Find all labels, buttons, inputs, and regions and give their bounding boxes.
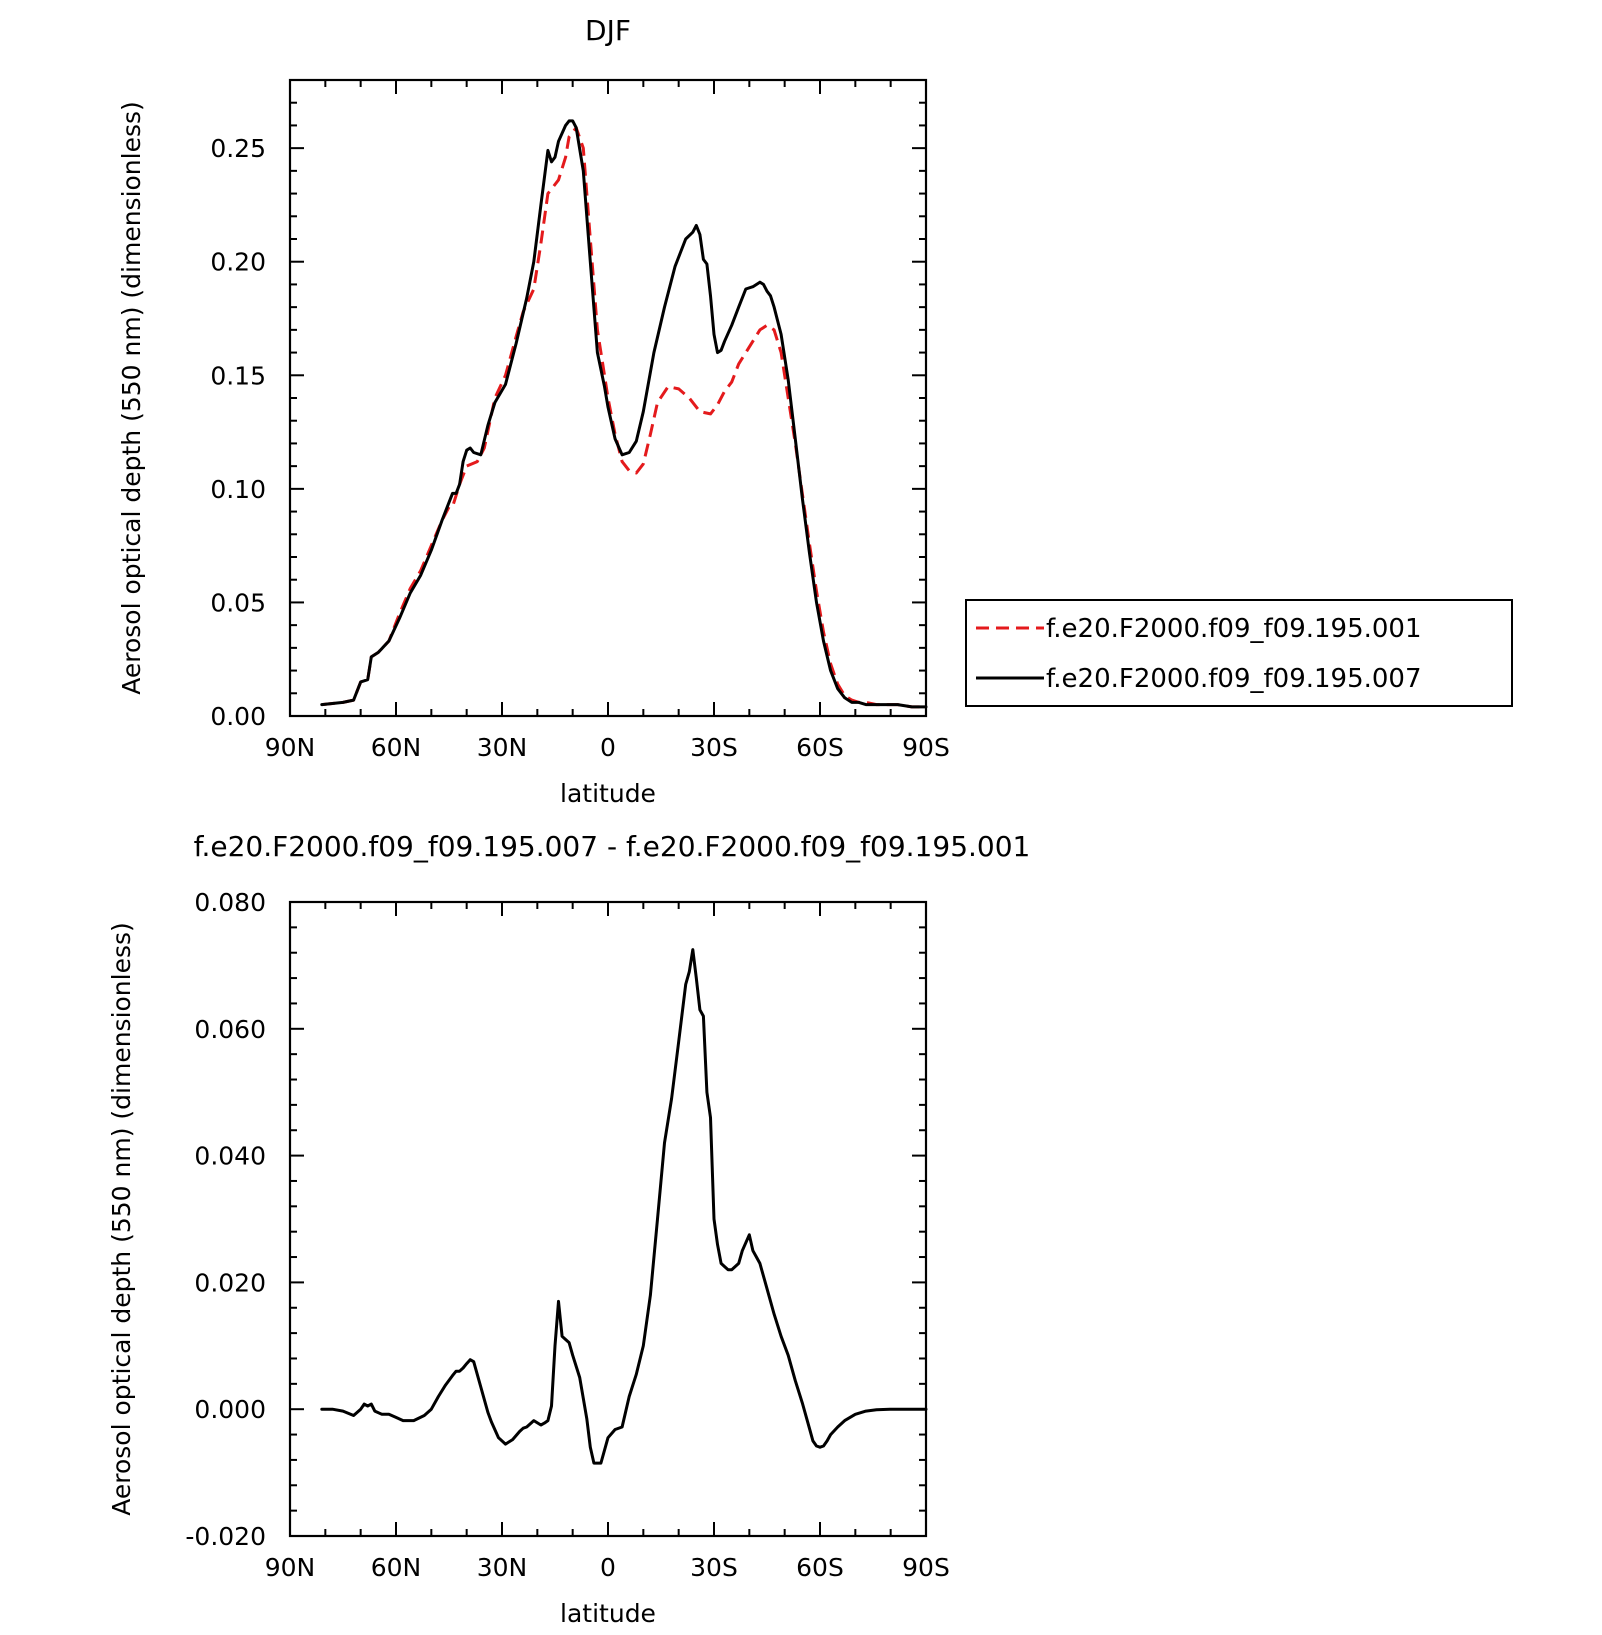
y-tick-label: 0.15	[210, 361, 266, 390]
x-tick-label: 60N	[371, 1553, 422, 1582]
x-tick-label: 30S	[690, 733, 738, 762]
legend-label-2: f.e20.F2000.f09_f09.195.007	[1046, 664, 1422, 694]
chart-title: DJF	[585, 14, 631, 47]
plot-frame	[288, 78, 928, 718]
x-tick-label: 60N	[371, 733, 422, 762]
y-tick-label: 0.020	[194, 1268, 266, 1297]
x-tick-label: 60S	[796, 1553, 844, 1582]
y-tick-label: 0.10	[210, 475, 266, 504]
legend-label-1: f.e20.F2000.f09_f09.195.001	[1046, 614, 1422, 644]
y-tick-label: 0.20	[210, 248, 266, 277]
y-tick-label: 0.060	[194, 1015, 266, 1044]
y-tick-label: 0.05	[210, 588, 266, 617]
x-axis-title: latitude	[560, 1599, 656, 1628]
x-tick-label: 90S	[902, 733, 950, 762]
x-tick-label: 90N	[265, 733, 316, 762]
y-axis-title: Aerosol optical depth (550 nm) (dimensio…	[117, 101, 146, 695]
x-tick-label: 90N	[265, 1553, 316, 1582]
difference-chart-panel: 90N 60N 30N 0 30S 60S 90S -0.020 0.000 0.020 0.040…	[107, 830, 1030, 1628]
top-chart-panel: 90N 60N 30N 0 30S 60S 90S 0.00 0.05 0.10 0.15 0.20 0…	[117, 14, 1513, 808]
x-tick-label: 0	[600, 1553, 616, 1582]
chart-title: f.e20.F2000.f09_f09.195.007 - f.e20.F200…	[194, 830, 1031, 863]
series-line-1	[320, 948, 928, 1465]
y-tick-label: 0.080	[194, 888, 266, 917]
y-tick-label: 0.00	[210, 702, 266, 731]
series-line-2	[320, 119, 928, 709]
series-line-1	[321, 126, 926, 709]
y-tick-label: -0.020	[185, 1522, 266, 1551]
x-tick-label: 60S	[796, 733, 844, 762]
x-tick-label: 30N	[477, 733, 528, 762]
legend: f.e20.F2000.f09_f09.195.001 f.e20.F2000.f…	[965, 599, 1513, 707]
y-tick-label: 0.000	[194, 1395, 266, 1424]
y-tick-label: 0.25	[210, 134, 266, 163]
x-tick-label: 30N	[477, 1553, 528, 1582]
y-axis-title: Aerosol optical depth (550 nm) (dimensio…	[107, 922, 136, 1516]
x-tick-label: 30S	[690, 1553, 738, 1582]
x-tick-label: 0	[600, 733, 616, 762]
x-axis-title: latitude	[560, 779, 656, 808]
x-tick-label: 90S	[902, 1553, 950, 1582]
y-tick-label: 0.040	[194, 1142, 266, 1171]
legend-box	[965, 599, 1513, 707]
